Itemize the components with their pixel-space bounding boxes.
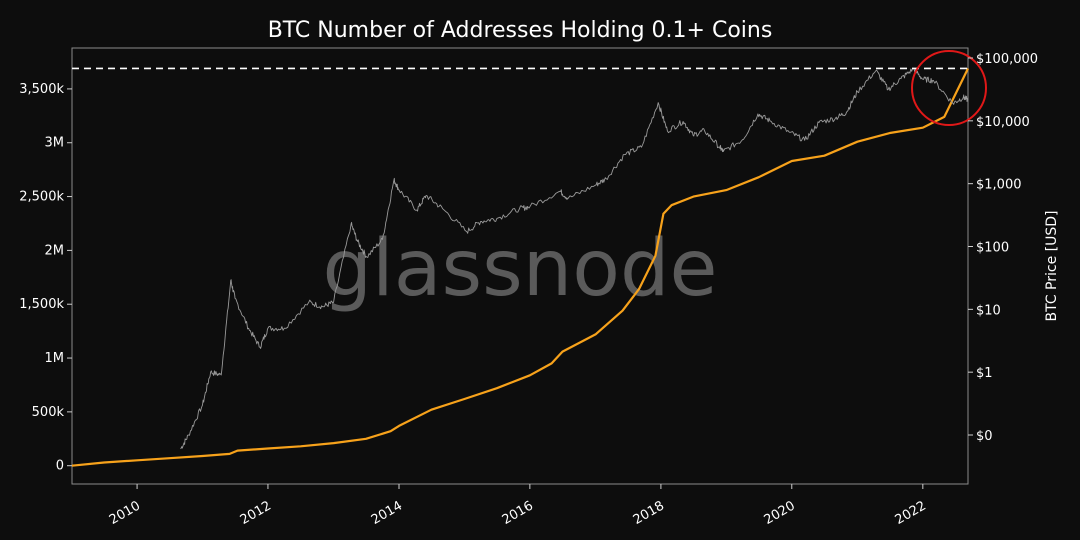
right-tick-label: $1,000	[976, 178, 1022, 193]
left-tick-label: 1,500k	[19, 297, 64, 312]
right-tick-label: $10	[976, 303, 1001, 318]
plot-area-group	[71, 47, 969, 485]
x-tick-label: 2020	[762, 498, 798, 528]
x-tick-label: 2016	[500, 498, 536, 528]
left-tick-label: 1M	[45, 351, 65, 366]
left-tick-label: 2M	[45, 243, 65, 258]
annotation-group	[72, 50, 987, 126]
x-tick-label: 2014	[369, 498, 405, 528]
highlight-circle	[911, 50, 987, 126]
price-series-line	[180, 67, 969, 450]
right-tick-label: $1	[976, 366, 993, 381]
x-tick-label: 2022	[893, 498, 929, 528]
left-tick-label: 3M	[45, 136, 65, 151]
right-tick-label: $0	[976, 429, 993, 444]
chart-title: BTC Number of Addresses Holding 0.1+ Coi…	[268, 18, 773, 43]
right-axis-label: BTC Price [USD]	[1044, 210, 1060, 321]
right-tick-label: $100	[976, 241, 1009, 256]
addresses-series-line	[71, 68, 969, 467]
watermark: glassnode	[323, 224, 718, 314]
plot-frame	[71, 47, 969, 485]
left-tick-label: 0	[56, 459, 64, 474]
left-tick-label: 500k	[32, 405, 65, 420]
x-tick-label: 2012	[238, 498, 274, 528]
left-tick-label: 3,500k	[19, 82, 64, 97]
left-tick-label: 2,500k	[19, 190, 64, 205]
x-tick-label: 2018	[631, 498, 667, 528]
right-tick-label: $100,000	[976, 52, 1038, 67]
series-group	[71, 67, 969, 467]
x-tick-label: 2010	[107, 498, 143, 528]
right-tick-label: $10,000	[976, 115, 1030, 130]
